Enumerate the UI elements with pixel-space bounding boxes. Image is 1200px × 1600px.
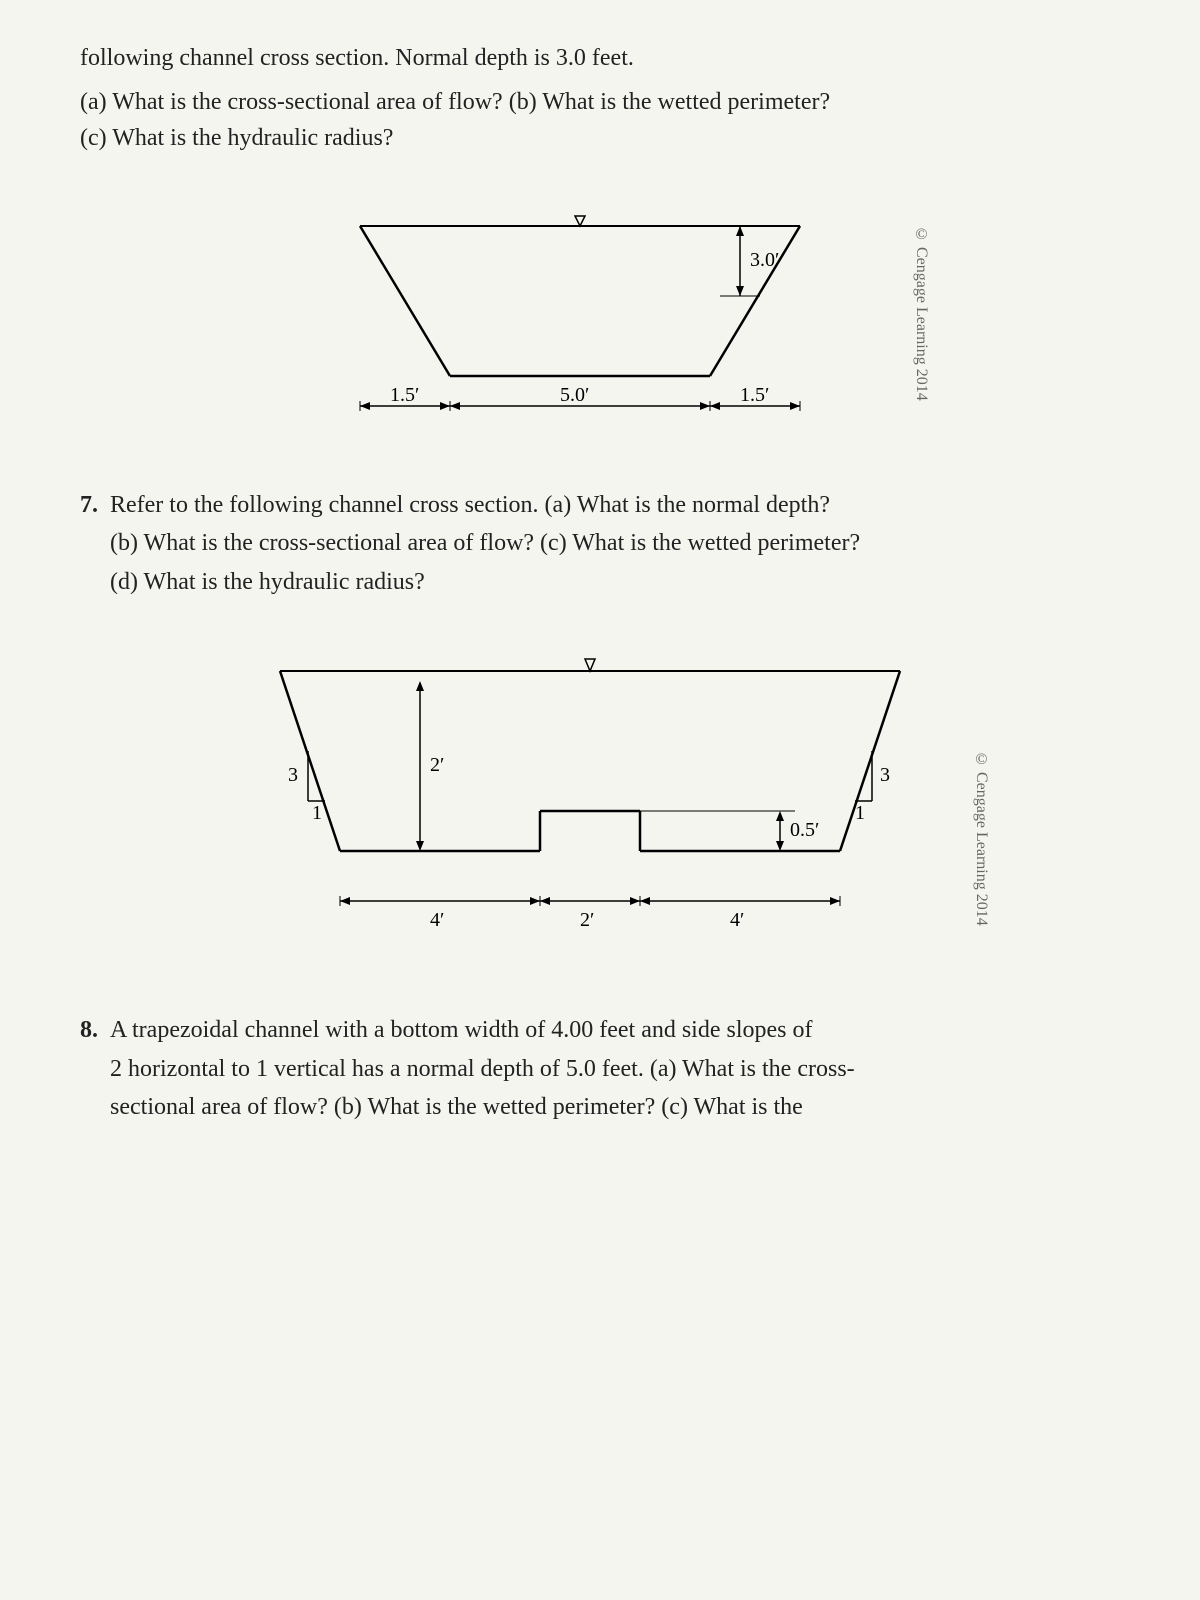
figure-2-container: 3 1 3 1 2′ 0.5′ 4′ 2′ xyxy=(250,631,950,971)
q8-line2: 2 horizontal to 1 vertical has a normal … xyxy=(110,1050,1120,1088)
compound-channel-svg: 3 1 3 1 2′ 0.5′ 4′ 2′ xyxy=(250,631,930,951)
trapezoid-channel-svg: 3.0′ 1.5′ 5.0′ 1.5′ xyxy=(300,186,860,426)
q8-line3: sectional area of flow? (b) What is the … xyxy=(110,1088,1120,1126)
fig2-left-depth: 2′ xyxy=(430,754,444,776)
fig2-bottom-right: 4′ xyxy=(730,909,744,931)
fig2-left-run: 1 xyxy=(312,802,322,824)
figure-1-container: 3.0′ 1.5′ 5.0′ 1.5′ © Cengage Learning 2… xyxy=(300,186,900,446)
q6-intro: following channel cross section. Normal … xyxy=(80,40,1120,76)
question-7-block: 7.Refer to the following channel cross s… xyxy=(80,486,1120,601)
fig2-right-step: 0.5′ xyxy=(790,819,819,841)
q7-line3: (d) What is the hydraulic radius? xyxy=(110,563,1120,601)
q6-parts: (a) What is the cross-sectional area of … xyxy=(80,84,1120,156)
q6-intro-text: following channel cross section. Normal … xyxy=(80,45,634,71)
question-6-block: following channel cross section. Normal … xyxy=(80,40,1120,156)
fig1-bottom-label: 5.0′ xyxy=(560,384,589,406)
fig2-bottom-left: 4′ xyxy=(430,909,444,931)
fig2-right-run: 1 xyxy=(855,802,865,824)
q8-text: 8.A trapezoidal channel with a bottom wi… xyxy=(80,1011,1120,1126)
fig1-right-slope-label: 1.5′ xyxy=(740,384,769,406)
fig1-depth-label: 3.0′ xyxy=(750,249,779,271)
q6-part-c: (c) What is the hydraulic radius? xyxy=(80,120,1120,156)
fig2-bottom-mid: 2′ xyxy=(580,909,594,931)
q7-line2: (b) What is the cross-sectional area of … xyxy=(110,524,1120,562)
q6-part-a: (a) What is the cross-sectional area of … xyxy=(80,84,1120,120)
q8-number: 8. xyxy=(80,1011,110,1049)
q7-text: 7.Refer to the following channel cross s… xyxy=(80,486,1120,601)
fig2-left-rise: 3 xyxy=(288,764,298,786)
q8-line1: A trapezoidal channel with a bottom widt… xyxy=(110,1017,813,1043)
q7-number: 7. xyxy=(80,486,110,524)
fig1-left-slope-label: 1.5′ xyxy=(390,384,419,406)
q7-line1: Refer to the following channel cross sec… xyxy=(110,492,830,518)
fig1-copyright: © Cengage Learning 2014 xyxy=(912,226,930,401)
fig2-copyright: © Cengage Learning 2014 xyxy=(972,751,990,926)
question-8-block: 8.A trapezoidal channel with a bottom wi… xyxy=(80,1011,1120,1126)
fig2-right-rise: 3 xyxy=(880,764,890,786)
